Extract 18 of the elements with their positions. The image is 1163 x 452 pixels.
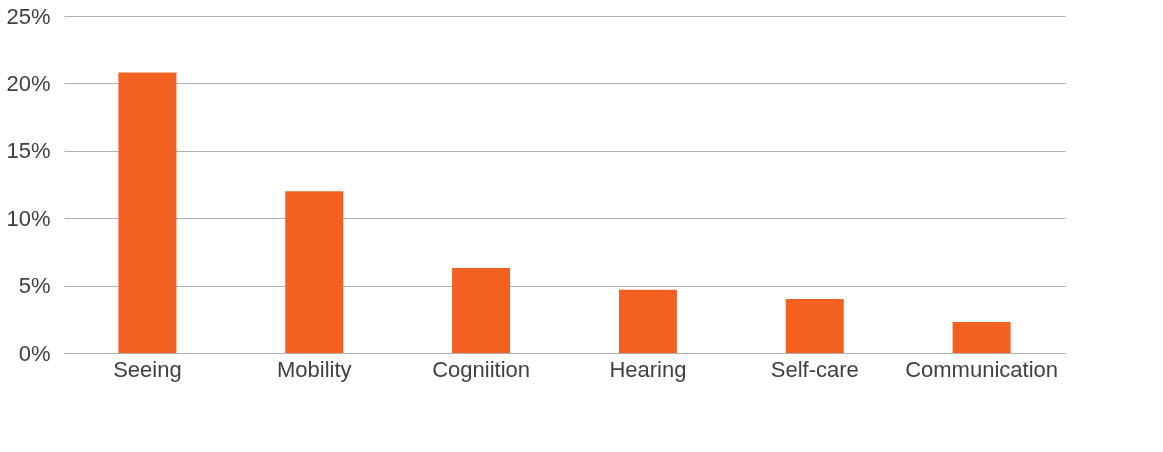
y-tick-label: 20% — [6, 70, 51, 96]
bar — [285, 191, 344, 353]
x-tick-label: Self-care — [770, 356, 859, 382]
x-tick-label: Cogniition — [432, 356, 531, 382]
x-tick-label: Communication — [905, 356, 1059, 382]
bar — [118, 72, 177, 353]
y-tick-label: 10% — [6, 205, 51, 231]
bar — [618, 289, 677, 353]
bar — [785, 299, 844, 353]
y-tick-label: 5% — [18, 273, 51, 299]
y-tick-label: 25% — [6, 3, 51, 29]
bar — [452, 268, 511, 353]
x-tick-label: Mobility — [276, 356, 352, 382]
y-tick-label: 15% — [6, 138, 51, 164]
x-tick-label: Hearing — [609, 356, 687, 382]
y-tick-label: 0% — [18, 340, 51, 366]
bar — [952, 322, 1011, 353]
x-tick-label: Seeing — [113, 356, 182, 382]
